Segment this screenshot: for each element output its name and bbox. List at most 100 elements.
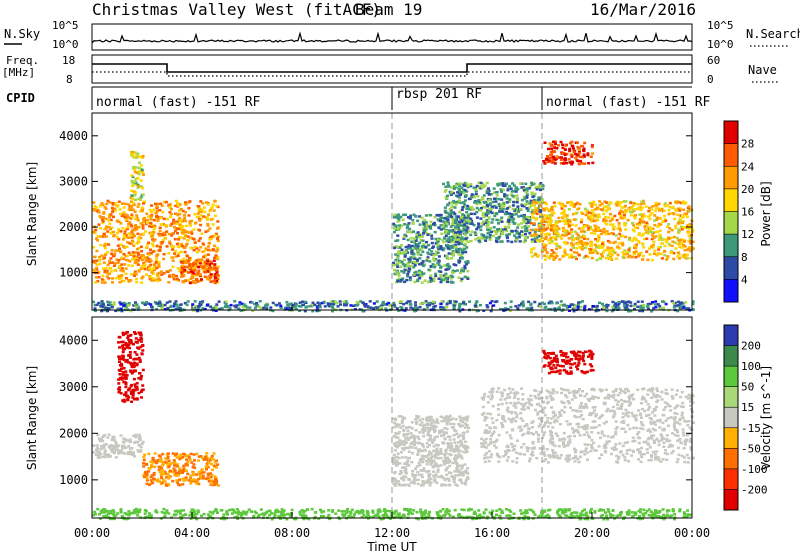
- data-cell: [578, 246, 582, 249]
- data-cell: [124, 377, 128, 380]
- data-cell: [108, 272, 111, 276]
- data-cell: [137, 226, 140, 229]
- data-cell: [679, 308, 683, 311]
- data-cell: [132, 434, 136, 438]
- data-cell: [588, 215, 592, 219]
- data-cell: [542, 223, 546, 227]
- data-cell: [215, 303, 219, 306]
- data-cell: [163, 233, 167, 236]
- data-cell: [691, 308, 695, 312]
- data-cell: [206, 270, 210, 273]
- data-cell: [546, 232, 550, 235]
- data-cell: [426, 306, 430, 309]
- data-cell: [642, 303, 646, 307]
- data-cell: [681, 214, 684, 218]
- data-cell: [429, 220, 433, 224]
- data-cell: [164, 200, 168, 204]
- data-cell: [418, 305, 422, 309]
- data-cell: [505, 182, 508, 185]
- data-cell: [396, 239, 400, 242]
- data-cell: [458, 234, 462, 238]
- data-cell: [687, 240, 691, 243]
- data-cell: [521, 218, 525, 222]
- data-cell: [590, 205, 594, 208]
- data-cell: [141, 344, 145, 347]
- data-cell: [216, 226, 220, 229]
- data-cell: [191, 269, 195, 273]
- data-cell: [207, 274, 211, 278]
- data-cell: [444, 189, 448, 192]
- data-cell: [464, 250, 468, 254]
- data-cell: [216, 239, 220, 243]
- data-cell: [287, 306, 291, 309]
- data-cell: [565, 233, 569, 237]
- data-cell: [150, 464, 154, 467]
- data-cell: [132, 165, 136, 169]
- data-cell: [440, 247, 444, 251]
- data-cell: [315, 309, 319, 312]
- data-cell: [658, 233, 662, 237]
- data-cell: [144, 230, 147, 233]
- data-cell: [590, 203, 594, 206]
- data-cell: [641, 199, 645, 203]
- data-cell: [588, 251, 592, 255]
- data-cell: [522, 204, 526, 208]
- data-cell: [593, 208, 597, 211]
- data-cell: [189, 474, 193, 477]
- data-cell: [175, 222, 179, 225]
- data-cell: [665, 256, 669, 259]
- data-cell: [522, 215, 525, 218]
- data-cell: [513, 209, 517, 212]
- data-cell: [178, 225, 182, 229]
- data-cell: [575, 211, 579, 215]
- data-cell: [563, 234, 567, 237]
- data-cell: [191, 465, 195, 469]
- data-cell: [128, 221, 132, 224]
- data-cell: [193, 260, 197, 263]
- data-cell: [121, 373, 125, 376]
- data-cell: [138, 372, 142, 375]
- data-cell: [132, 358, 136, 361]
- data-cell: [568, 309, 571, 312]
- data-cell: [457, 220, 461, 224]
- data-cell: [492, 191, 496, 194]
- data-cell: [161, 469, 165, 472]
- data-cell: [617, 237, 621, 240]
- data-cell: [534, 206, 538, 210]
- data-cell: [499, 227, 503, 231]
- data-cell: [118, 357, 121, 361]
- data-cell: [131, 236, 135, 239]
- data-cell: [472, 223, 476, 227]
- data-cell: [446, 181, 450, 184]
- data-cell: [554, 238, 558, 241]
- data-cell: [158, 480, 161, 483]
- data-cell: [500, 198, 504, 201]
- data-cell: [657, 238, 661, 241]
- data-cell: [407, 260, 411, 263]
- data-cell: [401, 466, 404, 469]
- data-cell: [452, 236, 456, 240]
- data-cell: [326, 302, 330, 305]
- data-cell: [525, 200, 529, 203]
- data-cell: [130, 213, 134, 217]
- data-cell: [563, 303, 567, 306]
- data-cell: [480, 186, 484, 189]
- data-cell: [178, 270, 182, 273]
- data-cell: [184, 234, 188, 237]
- data-cell: [499, 219, 503, 222]
- data-cell: [437, 226, 441, 229]
- data-cell: [445, 223, 449, 226]
- data-cell: [179, 236, 183, 239]
- data-cell: [416, 219, 420, 223]
- data-cell: [541, 239, 545, 243]
- data-cell: [410, 244, 414, 248]
- data-cell: [104, 227, 108, 230]
- data-cell: [683, 245, 687, 248]
- data-cell: [565, 306, 569, 309]
- data-cell: [436, 444, 440, 447]
- data-cell: [524, 233, 527, 236]
- data-cell: [205, 462, 209, 465]
- data-cell: [133, 180, 137, 184]
- data-cell: [425, 442, 429, 445]
- data-cell: [213, 461, 217, 464]
